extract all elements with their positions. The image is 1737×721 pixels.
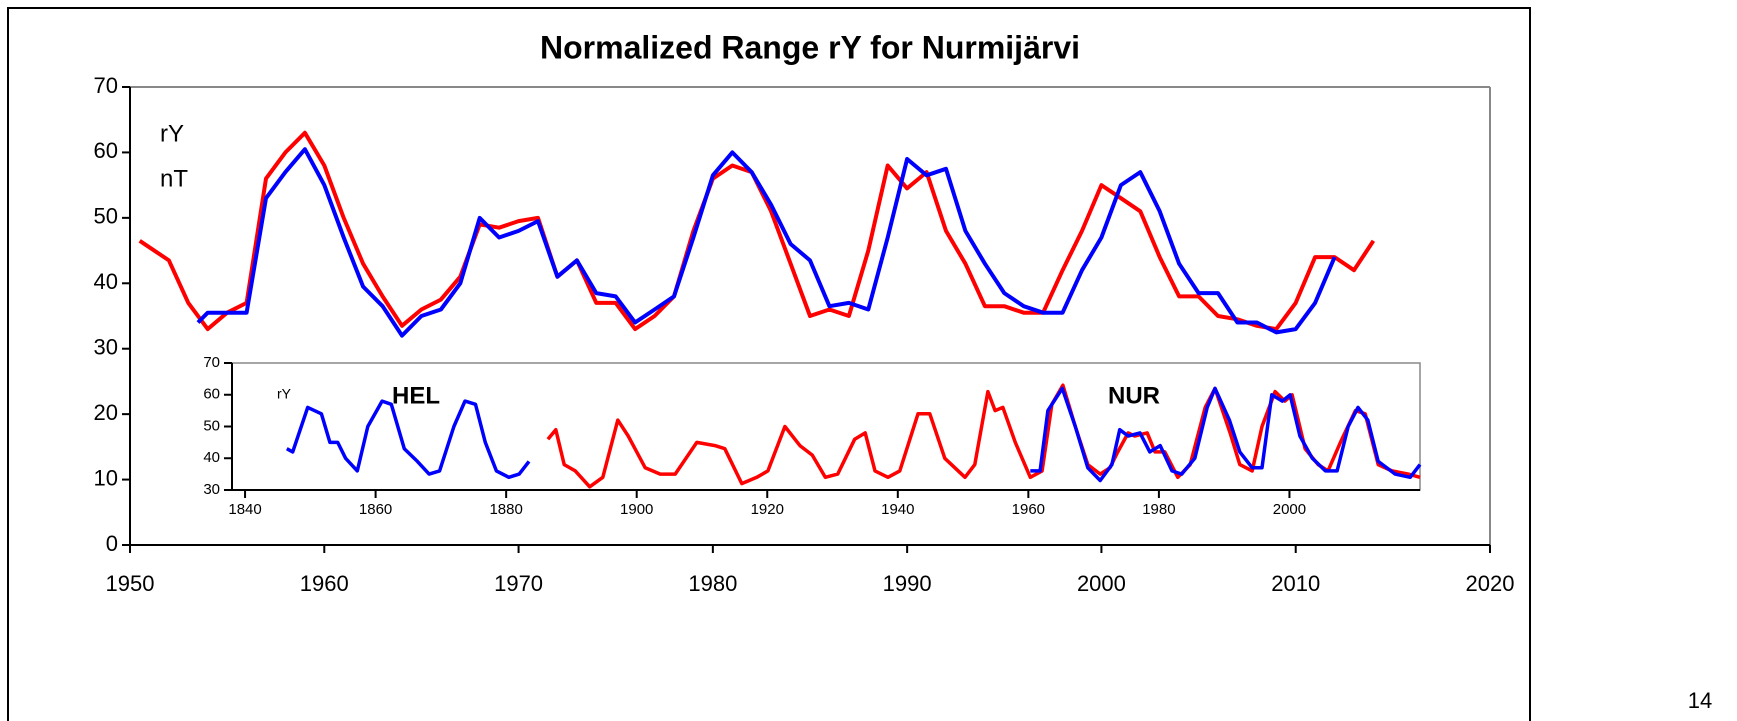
annotation: nT: [160, 165, 188, 192]
y-tick-label: 0: [106, 531, 118, 556]
y-tick-label: 40: [94, 269, 118, 294]
x-tick-label: 1990: [883, 571, 932, 596]
page-number: 14: [1688, 688, 1712, 713]
series-line: [1030, 386, 1422, 483]
x-tick-label: 2000: [1077, 571, 1126, 596]
inset-box: [231, 362, 1421, 491]
x-tick-label: 1840: [228, 501, 261, 518]
y-tick-label: 50: [94, 204, 118, 229]
chart-title: Normalized Range rY for Nurmijärvi: [540, 29, 1080, 65]
x-tick-label: 1960: [1012, 501, 1045, 518]
x-tick-label: 1900: [620, 501, 653, 518]
frame: [7, 7, 1531, 721]
y-tick-label: 40: [203, 449, 220, 466]
x-tick-label: 1950: [106, 571, 155, 596]
y-tick-label: 70: [94, 73, 118, 98]
y-tick-label: 20: [94, 400, 118, 425]
y-tick-label: 50: [203, 417, 220, 434]
x-tick-label: 1920: [751, 501, 784, 518]
series-line: [196, 147, 1337, 338]
y-tick-label: 10: [94, 465, 118, 490]
y-tick-label: 30: [94, 335, 118, 360]
x-tick-label: 2010: [1271, 571, 1320, 596]
x-tick-label: 1970: [494, 571, 543, 596]
series-line: [285, 399, 531, 480]
x-tick-label: 2020: [1466, 571, 1515, 596]
annotation: HEL: [392, 382, 440, 409]
x-tick-label: 1980: [1142, 501, 1175, 518]
y-tick-label: 60: [94, 138, 118, 163]
y-tick-label: 70: [203, 354, 220, 371]
x-tick-label: 1880: [489, 501, 522, 518]
x-tick-label: 1860: [359, 501, 392, 518]
y-tick-label: 30: [203, 481, 220, 498]
series-line: [138, 130, 1376, 332]
annotation: rY: [277, 386, 292, 402]
series-line: [546, 383, 1421, 489]
x-tick-label: 1960: [300, 571, 349, 596]
x-tick-label: 1980: [688, 571, 737, 596]
annotation: NUR: [1108, 382, 1160, 409]
x-tick-label: 1940: [881, 501, 914, 518]
y-tick-label: 60: [203, 386, 220, 403]
annotation: rY: [160, 120, 184, 147]
x-tick-label: 2000: [1273, 501, 1306, 518]
